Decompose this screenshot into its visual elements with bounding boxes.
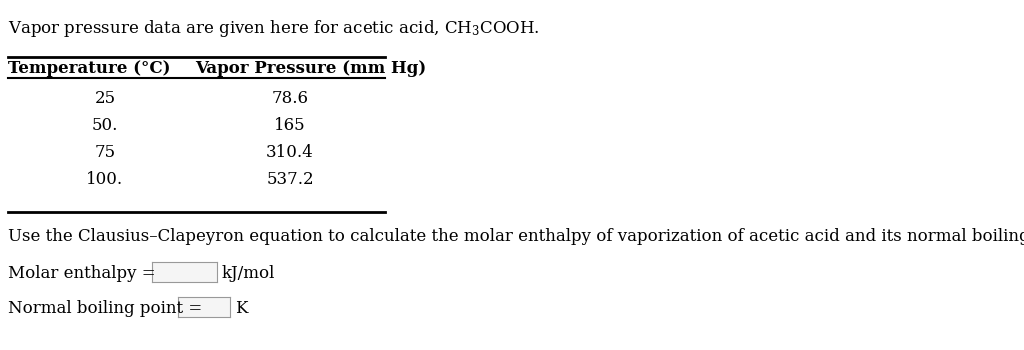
Text: 75: 75 [94,144,116,161]
Text: 537.2: 537.2 [266,171,313,188]
Text: 165: 165 [274,117,306,134]
Text: Vapor Pressure (mm Hg): Vapor Pressure (mm Hg) [195,60,426,77]
Text: 100.: 100. [86,171,124,188]
Text: Molar enthalpy =: Molar enthalpy = [8,265,156,282]
Text: K: K [234,300,248,317]
Text: 310.4: 310.4 [266,144,314,161]
Text: 25: 25 [94,90,116,107]
Text: kJ/mol: kJ/mol [222,265,275,282]
Text: 50.: 50. [92,117,118,134]
Text: Vapor pressure data are given here for acetic acid, $\mathregular{CH_3COOH}$.: Vapor pressure data are given here for a… [8,18,540,39]
Text: Temperature (°C): Temperature (°C) [8,60,171,77]
Text: 78.6: 78.6 [271,90,308,107]
Text: Normal boiling point =: Normal boiling point = [8,300,203,317]
Text: Use the Clausius–Clapeyron equation to calculate the molar enthalpy of vaporizat: Use the Clausius–Clapeyron equation to c… [8,228,1024,245]
